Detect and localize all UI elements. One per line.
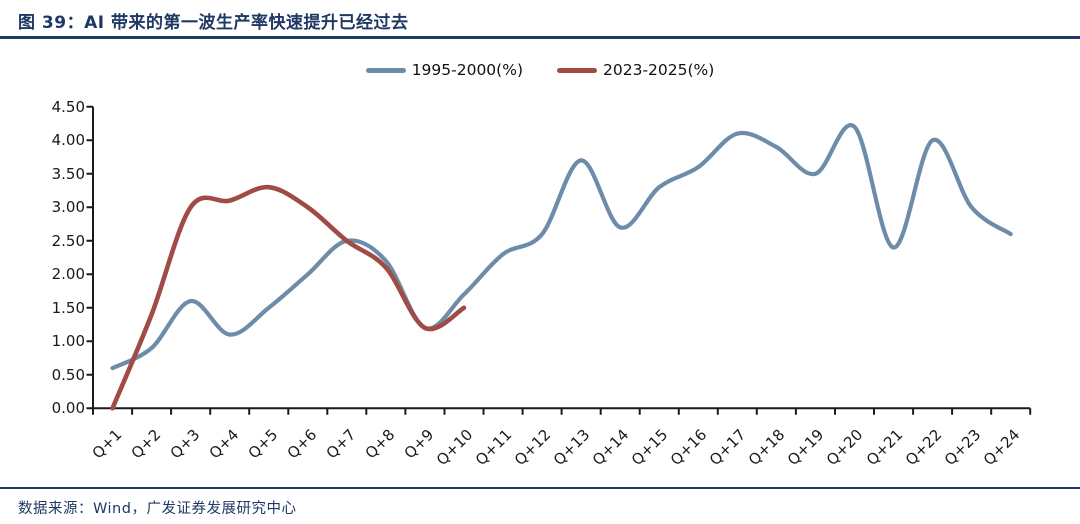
legend-line-swatch	[557, 67, 597, 73]
y-axis-tick-label: 4.00	[51, 131, 85, 150]
y-axis-tick-label: 1.00	[51, 332, 85, 351]
series-line-2	[110, 184, 467, 411]
legend-label: 2023-2025(%)	[603, 61, 715, 79]
footer-divider	[0, 487, 1080, 489]
y-axis-tick-label: 2.00	[51, 265, 85, 284]
y-axis-tick-label: 1.50	[51, 298, 85, 317]
legend-item-2: 2023-2025(%)	[557, 61, 714, 79]
legend-item-1: 1995-2000(%)	[365, 61, 523, 79]
legend-label: 1995-2000(%)	[411, 61, 523, 79]
figure-title: 图 39：AI 带来的第一波生产率快速提升已经过去	[18, 13, 409, 33]
y-axis-tick-label: 0.50	[51, 365, 85, 384]
chart-legend: 1995-2000(%) 2023-2025(%)	[0, 58, 1080, 82]
y-axis-tick-label: 0.00	[51, 399, 85, 418]
data-source: 数据来源：Wind，广发证券发展研究中心	[18, 501, 297, 517]
title-divider	[0, 36, 1080, 39]
series-line-1	[110, 123, 1013, 371]
legend-line-swatch	[365, 67, 406, 73]
y-axis-tick-label: 3.00	[51, 198, 85, 217]
y-axis-tick-label: 2.50	[51, 231, 85, 250]
axes-and-ticks	[86, 105, 1032, 415]
y-axis-tick-label: 3.50	[51, 164, 85, 183]
y-axis-tick-label: 4.50	[51, 97, 85, 116]
